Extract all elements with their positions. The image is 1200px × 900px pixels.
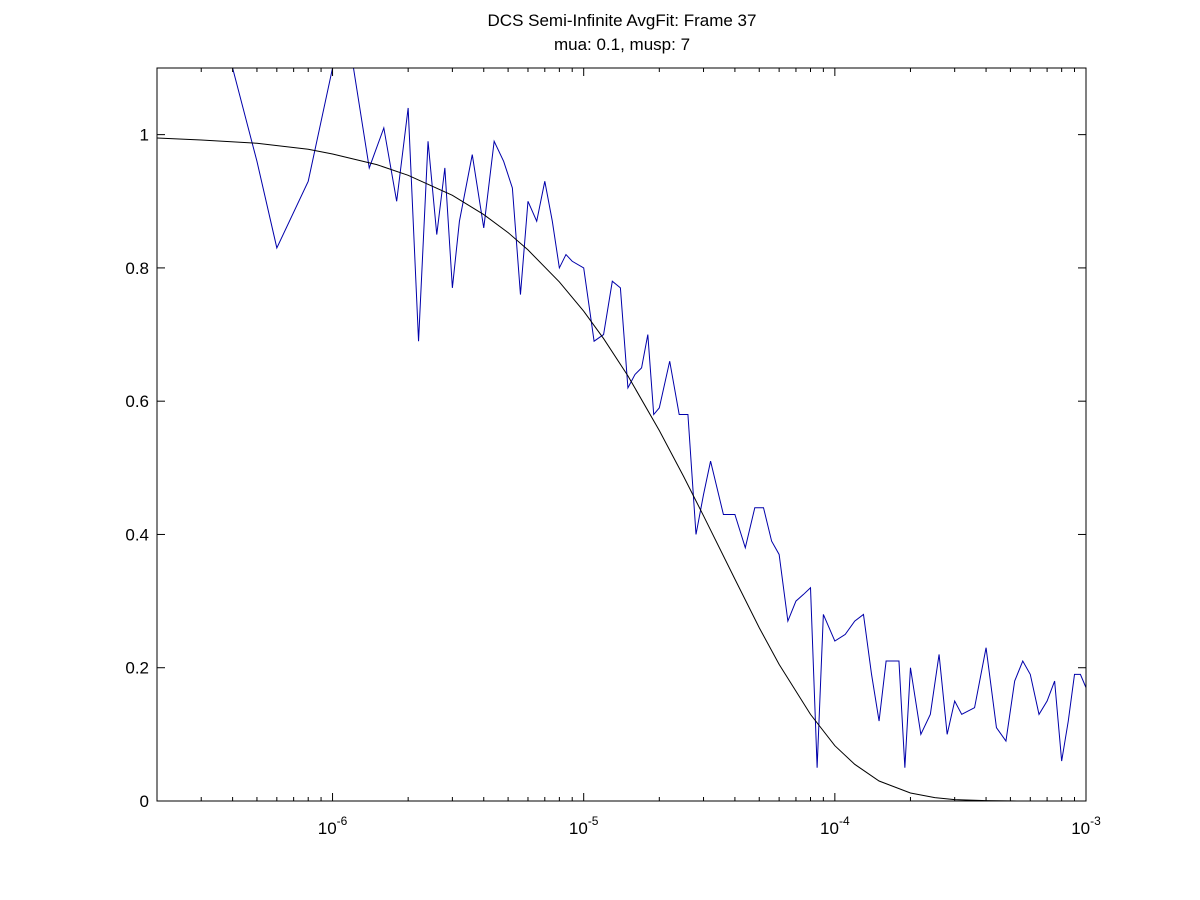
y-tick-label: 0 bbox=[140, 792, 149, 811]
series-group bbox=[157, 68, 1086, 801]
axes-box bbox=[156, 67, 1087, 802]
chart-subtitle: mua: 0.1, musp: 7 bbox=[554, 35, 690, 54]
x-tick-label: 10-5 bbox=[569, 814, 599, 838]
y-tick-label: 1 bbox=[140, 126, 149, 145]
chart-title: DCS Semi-Infinite AvgFit: Frame 37 bbox=[488, 11, 757, 30]
y-tick-label: 0.8 bbox=[125, 259, 149, 278]
x-tick-label: 10-4 bbox=[820, 814, 850, 838]
x-tick-label: 10-3 bbox=[1071, 814, 1101, 838]
x-tick-label: 10-6 bbox=[318, 814, 348, 838]
fit-curve-line bbox=[157, 137, 1086, 801]
measured-data-line bbox=[232, 68, 1086, 768]
y-tick-label: 0.6 bbox=[125, 392, 149, 411]
plot-area: 0 0.2 0.4 0.6 0.8 1 10-6 10-5 10-4 10-3 bbox=[125, 67, 1101, 838]
y-tick-label: 0.2 bbox=[125, 659, 149, 678]
y-tick-label: 0.4 bbox=[125, 525, 149, 544]
